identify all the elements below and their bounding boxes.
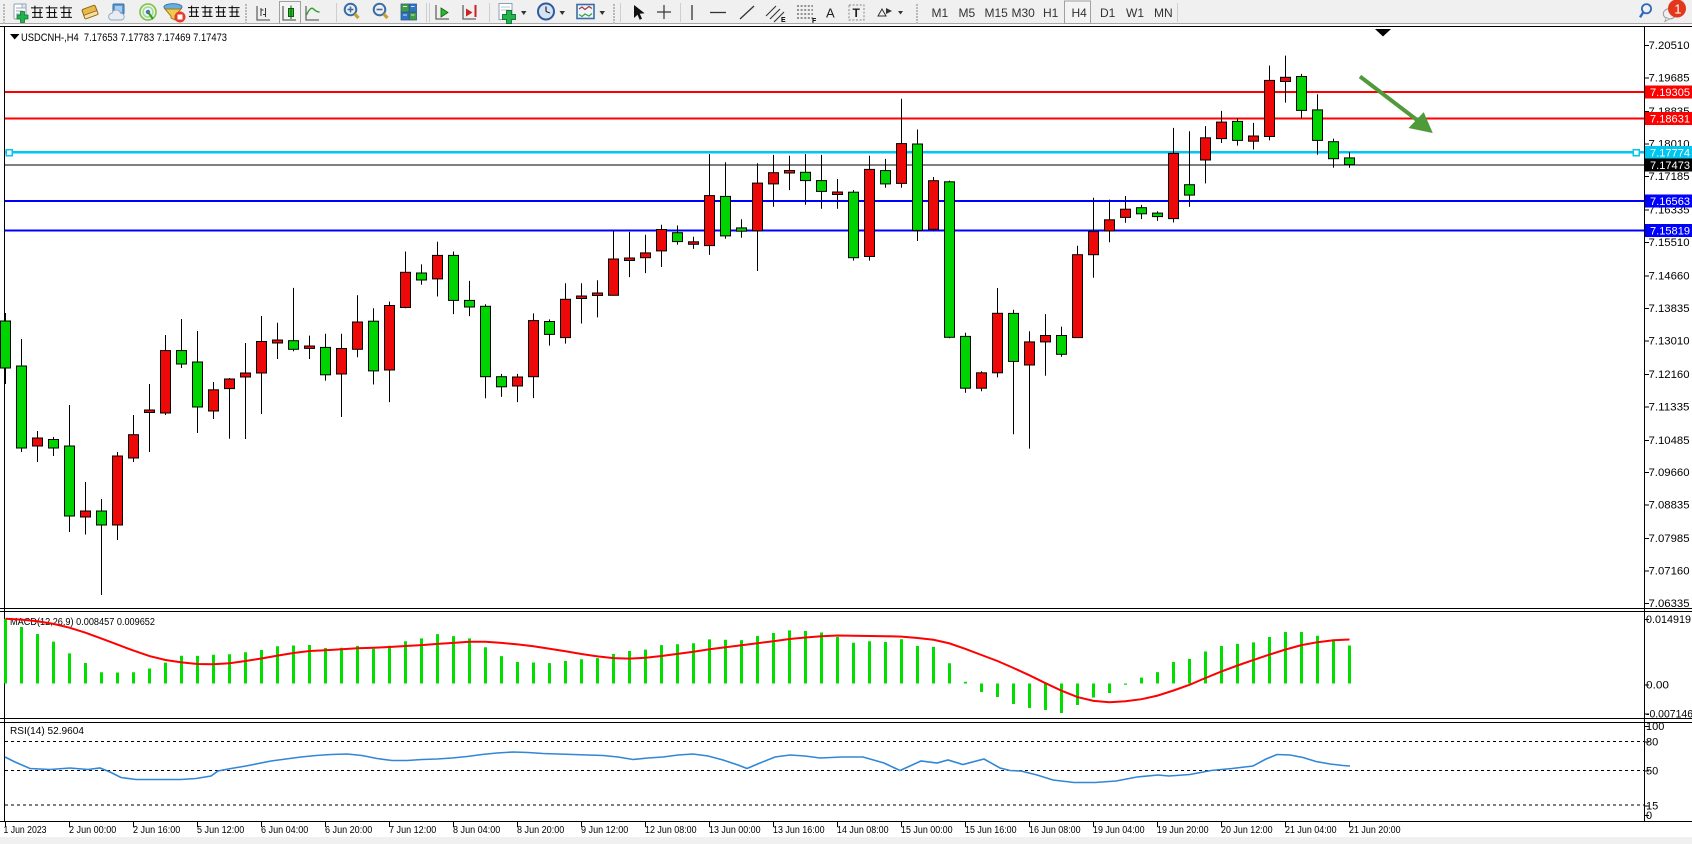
svg-text:D1: D1	[1100, 6, 1116, 20]
svg-text:21 Jun 20:00: 21 Jun 20:00	[1349, 825, 1401, 836]
svg-text:9 Jun 12:00: 9 Jun 12:00	[581, 825, 629, 836]
svg-text:USDCNH-,H4 7.17653 7.17783 7.: USDCNH-,H4 7.17653 7.17783 7.17469 7.174…	[21, 32, 227, 44]
svg-text:M15: M15	[985, 6, 1009, 20]
svg-text:7.18631: 7.18631	[1650, 114, 1690, 126]
svg-text:8 Jun 04:00: 8 Jun 04:00	[453, 825, 501, 836]
svg-text:M30: M30	[1012, 6, 1036, 20]
svg-text:W1: W1	[1126, 6, 1144, 20]
svg-text:80: 80	[1646, 737, 1658, 749]
svg-text:20 Jun 12:00: 20 Jun 12:00	[1221, 825, 1273, 836]
svg-text:0.014919: 0.014919	[1646, 614, 1691, 626]
svg-text:7.17473: 7.17473	[1650, 160, 1690, 172]
svg-text:7.07160: 7.07160	[1649, 566, 1690, 578]
svg-text:8 Jun 20:00: 8 Jun 20:00	[517, 825, 565, 836]
svg-text:7.11335: 7.11335	[1649, 402, 1690, 414]
svg-text:16 Jun 08:00: 16 Jun 08:00	[1029, 825, 1081, 836]
svg-text:7.15819: 7.15819	[1650, 226, 1690, 238]
svg-text:100: 100	[1646, 721, 1664, 733]
svg-text:7 Jun 12:00: 7 Jun 12:00	[389, 825, 437, 836]
svg-text:2 Jun 00:00: 2 Jun 00:00	[69, 825, 117, 836]
svg-text:A: A	[826, 6, 835, 21]
svg-text:6 Jun 20:00: 6 Jun 20:00	[325, 825, 373, 836]
svg-text:1 Jun 2023: 1 Jun 2023	[4, 825, 47, 836]
svg-text:15: 15	[1646, 801, 1658, 813]
svg-text:5 Jun 12:00: 5 Jun 12:00	[197, 825, 245, 836]
svg-text:-0.007146: -0.007146	[1646, 709, 1692, 721]
svg-text:RSI(14) 52.9604: RSI(14) 52.9604	[10, 726, 84, 737]
svg-text:MACD(12,26,9) 0.008457 0.00965: MACD(12,26,9) 0.008457 0.009652	[10, 617, 155, 628]
svg-text:T: T	[853, 6, 861, 20]
svg-text:12 Jun 08:00: 12 Jun 08:00	[645, 825, 697, 836]
svg-text:7.17774: 7.17774	[1650, 148, 1690, 160]
svg-text:14 Jun 08:00: 14 Jun 08:00	[837, 825, 889, 836]
svg-text:F: F	[812, 18, 817, 25]
svg-text:7.15510: 7.15510	[1649, 237, 1690, 249]
svg-text:6 Jun 04:00: 6 Jun 04:00	[261, 825, 309, 836]
svg-text:0.00: 0.00	[1646, 680, 1669, 692]
svg-text:0: 0	[1646, 810, 1652, 822]
svg-text:21 Jun 04:00: 21 Jun 04:00	[1285, 825, 1337, 836]
svg-text:7.17185: 7.17185	[1649, 171, 1690, 183]
svg-text:M5: M5	[959, 6, 976, 20]
svg-text:7.13010: 7.13010	[1649, 336, 1690, 348]
svg-text:H4: H4	[1072, 6, 1088, 20]
svg-text:7.19685: 7.19685	[1649, 73, 1690, 85]
svg-text:E: E	[781, 17, 786, 24]
svg-text:7.12160: 7.12160	[1649, 369, 1690, 381]
svg-text:7.13835: 7.13835	[1649, 303, 1690, 315]
svg-text:7.16563: 7.16563	[1650, 196, 1690, 208]
svg-text:7.20510: 7.20510	[1649, 40, 1690, 52]
svg-text:7.14660: 7.14660	[1649, 271, 1690, 283]
svg-text:7.10485: 7.10485	[1649, 435, 1690, 447]
svg-text:19 Jun 20:00: 19 Jun 20:00	[1157, 825, 1209, 836]
svg-text:MN: MN	[1154, 6, 1173, 20]
svg-text:13 Jun 16:00: 13 Jun 16:00	[773, 825, 825, 836]
svg-text:7.19305: 7.19305	[1650, 87, 1690, 99]
svg-text:7.07985: 7.07985	[1649, 533, 1690, 545]
svg-text:50: 50	[1646, 766, 1658, 778]
svg-text:H1: H1	[1043, 6, 1059, 20]
svg-text:15 Jun 16:00: 15 Jun 16:00	[965, 825, 1017, 836]
svg-text:7.09660: 7.09660	[1649, 467, 1690, 479]
svg-text:1: 1	[1674, 1, 1681, 16]
svg-text:7.08835: 7.08835	[1649, 500, 1690, 512]
svg-text:15 Jun 00:00: 15 Jun 00:00	[901, 825, 953, 836]
svg-text:2 Jun 16:00: 2 Jun 16:00	[133, 825, 181, 836]
svg-text:M1: M1	[932, 6, 949, 20]
svg-text:7.06335: 7.06335	[1649, 598, 1690, 610]
svg-text:19 Jun 04:00: 19 Jun 04:00	[1093, 825, 1145, 836]
svg-text:13 Jun 00:00: 13 Jun 00:00	[709, 825, 761, 836]
